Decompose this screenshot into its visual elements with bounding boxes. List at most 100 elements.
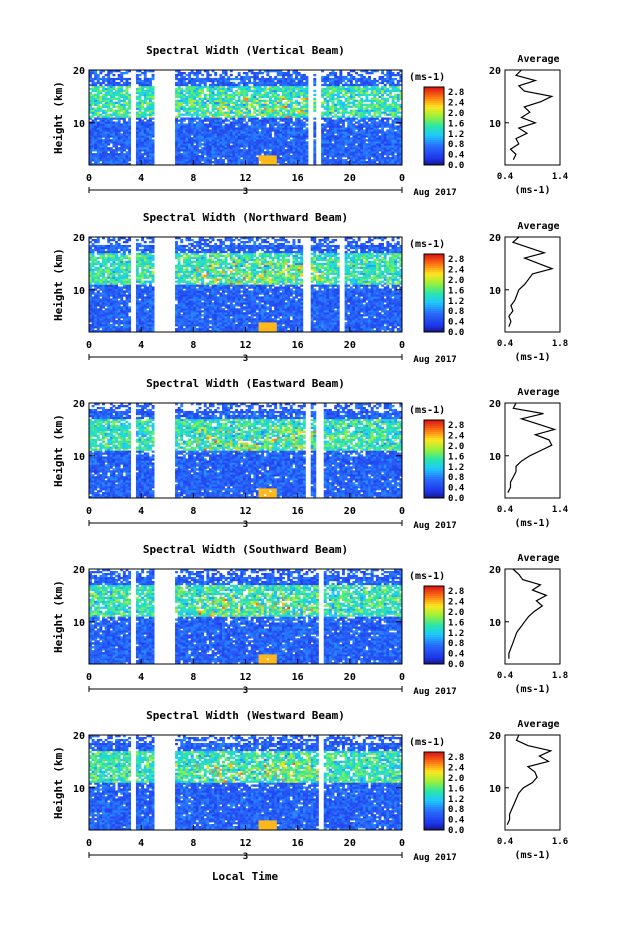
colorbar-seg-1-3 [424,157,444,160]
colorbar-seg-3-25 [424,447,444,450]
avg-x-tick-label-4-0: 0.4 [497,671,514,681]
colorbar-seg-4-3 [424,656,444,659]
colorbar-seg-2-38 [424,255,444,259]
colorbar-seg-3-38 [424,421,444,425]
avg-title-4: Average [517,553,559,564]
colorbar-seg-1-4 [424,155,444,158]
colorbar-seg-2-37 [424,257,444,261]
colorbar-seg-1-37 [424,90,444,94]
colorbar-seg-4-15 [424,632,444,636]
colorbar-seg-1-5 [424,153,444,156]
colorbar-tick-3-0.4: 0.4 [448,484,465,494]
y-tick-label-4-20: 20 [73,565,85,576]
date-label-3: Aug 2017 [413,521,456,531]
colorbar-seg-3-22 [424,453,444,456]
colorbar-seg-2-0 [424,330,444,333]
colorbar-seg-5-27 [424,775,444,778]
heatmap-5 [89,735,403,831]
colorbar-seg-3-36 [424,425,444,429]
avg-y-tick-label-1-10: 10 [489,119,501,130]
colorbar-seg-2-24 [424,283,444,286]
colorbar-seg-5-24 [424,781,444,784]
colorbar-seg-3-26 [424,445,444,448]
chart-title-1: Spectral Width (Vertical Beam) [146,44,345,57]
colorbar-seg-4-31 [424,601,444,604]
day-label-4: 3 [243,686,248,696]
colorbar-seg-1-15 [424,133,444,137]
colorbar-seg-5-29 [424,771,444,774]
colorbar-seg-2-6 [424,318,444,321]
avg-profile-line-4 [508,568,548,659]
colorbar-seg-2-23 [424,285,444,288]
colorbar-seg-5-3 [424,822,444,825]
avg-x-label-2: (ms-1) [514,352,550,363]
colorbar-seg-2-30 [424,271,444,274]
colorbar-seg-4-30 [424,603,444,606]
colorbar-seg-1-35 [424,94,444,98]
colorbar-tick-3-2.8: 2.8 [448,421,464,431]
avg-profile-line-3 [507,402,557,493]
colorbar-seg-1-29 [424,106,444,109]
colorbar-seg-1-19 [424,126,444,129]
x-tick-label-1-5: 20 [344,173,356,184]
x-tick-label-5-5: 20 [344,838,356,849]
colorbar-seg-3-31 [424,435,444,438]
colorbar-seg-5-21 [424,787,444,790]
x-tick-label-1-4: 16 [292,173,304,184]
colorbar-seg-5-28 [424,773,444,776]
x-tick-label-3-6: 0 [399,506,405,517]
colorbar-seg-2-11 [424,308,444,311]
colorbar-seg-3-0 [424,496,444,499]
colorbar-seg-1-12 [424,139,444,142]
colorbar-unit-2: (ms-1) [409,239,445,250]
colorbar-seg-3-32 [424,433,444,436]
colorbar-seg-4-34 [424,595,444,599]
colorbar-seg-5-11 [424,806,444,809]
chart-title-2: Spectral Width (Northward Beam) [143,211,348,224]
chart-title-3: Spectral Width (Eastward Beam) [146,377,345,390]
colorbar-tick-5-0.0: 0.0 [448,826,464,836]
y-axis-label-1: Height (km) [52,81,65,154]
heatmap-1 [89,70,403,166]
colorbar-seg-1-24 [424,116,444,119]
colorbar-seg-4-11 [424,640,444,643]
colorbar-seg-5-18 [424,792,444,796]
avg-y-tick-label-4-10: 10 [489,618,501,629]
colorbar-tick-1-1.2: 1.2 [448,130,464,140]
colorbar-seg-3-30 [424,437,444,440]
colorbar-seg-1-31 [424,102,444,105]
colorbar-tick-1-1.6: 1.6 [448,119,464,129]
colorbar-tick-2-1.2: 1.2 [448,297,464,307]
colorbar-seg-3-4 [424,488,444,491]
colorbar-tick-4-2.4: 2.4 [448,598,465,608]
colorbar-seg-1-30 [424,104,444,107]
date-label-4: Aug 2017 [413,687,456,697]
avg-frame-3 [504,402,561,499]
colorbar-tick-4-0.0: 0.0 [448,660,464,670]
heatmap-2 [89,237,403,333]
colorbar-seg-4-22 [424,619,444,622]
avg-title-3: Average [517,387,559,398]
avg-frame-1 [504,69,561,166]
colorbar-tick-2-2.4: 2.4 [448,266,465,276]
colorbar-tick-2-0.4: 0.4 [448,318,465,328]
colorbar-unit-1: (ms-1) [409,72,445,83]
avg-title-5: Average [517,719,559,730]
colorbar-tick-2-2.8: 2.8 [448,255,464,265]
avg-title-2: Average [517,221,559,232]
colorbar-seg-3-6 [424,484,444,487]
avg-x-tick-label-5-1: 1.6 [552,837,568,847]
colorbar-seg-1-18 [424,127,444,131]
x-tick-label-3-5: 20 [344,506,356,517]
avg-profile-line-2 [508,236,555,327]
colorbar-seg-3-34 [424,429,444,433]
colorbar-seg-3-21 [424,455,444,458]
avg-x-tick-label-3-1: 1.4 [552,505,569,515]
colorbar-seg-3-16 [424,464,444,468]
colorbar-tick-5-2.0: 2.0 [448,774,464,784]
colorbar-seg-4-0 [424,662,444,665]
colorbar-seg-5-13 [424,802,444,806]
colorbar-seg-5-30 [424,769,444,772]
colorbar-seg-1-32 [424,100,444,103]
colorbar-seg-5-17 [424,794,444,798]
